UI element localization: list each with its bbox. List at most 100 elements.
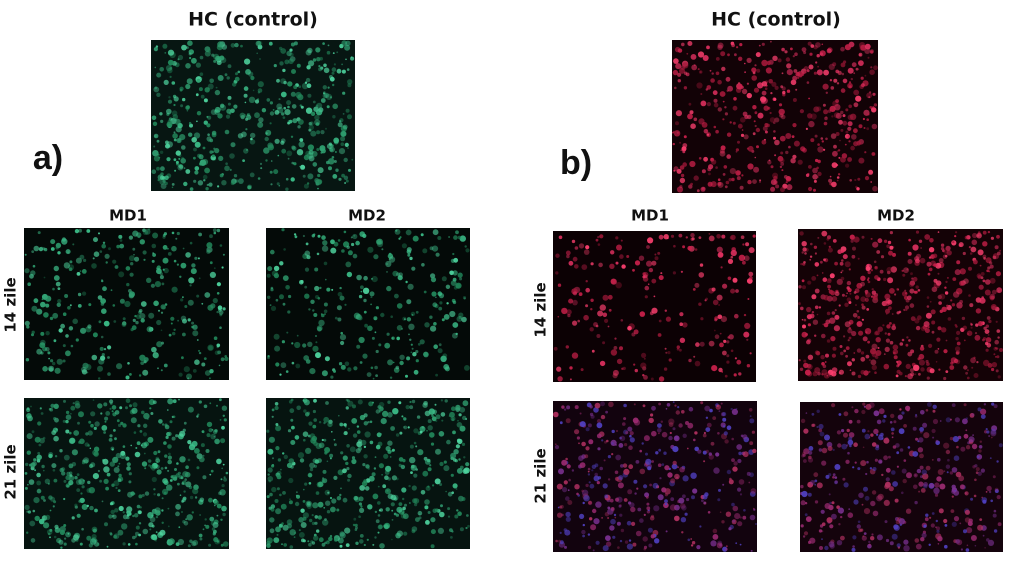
cell bbox=[936, 337, 941, 342]
cell bbox=[209, 473, 212, 476]
cell bbox=[405, 405, 410, 410]
cell bbox=[77, 421, 80, 425]
cell bbox=[623, 429, 629, 435]
cell bbox=[885, 467, 891, 473]
cell bbox=[39, 342, 46, 349]
cell bbox=[980, 468, 986, 473]
cell bbox=[841, 269, 844, 272]
cell bbox=[571, 239, 576, 244]
cell bbox=[793, 69, 798, 73]
cell bbox=[396, 336, 401, 341]
cell bbox=[258, 117, 264, 123]
cell bbox=[933, 263, 937, 267]
cell bbox=[148, 399, 155, 406]
cell bbox=[779, 135, 786, 142]
cell bbox=[397, 275, 403, 281]
cell bbox=[847, 328, 853, 334]
cell bbox=[698, 118, 705, 125]
cell bbox=[323, 309, 328, 314]
cell bbox=[167, 409, 169, 411]
cell bbox=[817, 143, 820, 146]
cell bbox=[631, 521, 636, 527]
cell bbox=[925, 513, 929, 517]
cell bbox=[455, 444, 460, 449]
cell bbox=[825, 353, 829, 358]
cell bbox=[896, 451, 900, 455]
cell bbox=[667, 472, 673, 478]
cell bbox=[840, 62, 846, 68]
cell bbox=[352, 404, 356, 409]
cell bbox=[148, 228, 151, 231]
cell bbox=[696, 545, 701, 550]
cell bbox=[700, 401, 704, 405]
cell bbox=[858, 124, 863, 129]
cell bbox=[403, 417, 405, 419]
cell bbox=[936, 526, 940, 531]
cell bbox=[197, 257, 200, 260]
cell bbox=[78, 411, 84, 418]
cell bbox=[682, 62, 689, 69]
cell bbox=[965, 429, 968, 432]
cell bbox=[853, 499, 859, 505]
cell bbox=[158, 309, 160, 312]
cell bbox=[347, 147, 349, 149]
cell bbox=[36, 488, 42, 494]
cell bbox=[574, 429, 580, 435]
cell bbox=[218, 491, 222, 496]
cell bbox=[268, 479, 272, 483]
cell bbox=[949, 436, 954, 441]
cell bbox=[868, 169, 874, 175]
cell bbox=[374, 536, 377, 539]
cell bbox=[366, 538, 369, 541]
cell bbox=[648, 543, 653, 548]
cell bbox=[865, 403, 872, 410]
cell bbox=[320, 98, 326, 103]
cell bbox=[185, 63, 191, 69]
cell bbox=[109, 407, 112, 410]
cell bbox=[130, 417, 137, 424]
cell bbox=[198, 400, 202, 404]
cell bbox=[153, 450, 158, 456]
cell bbox=[790, 79, 797, 86]
cell bbox=[333, 63, 336, 66]
cell bbox=[264, 136, 269, 142]
cell bbox=[318, 65, 321, 68]
cell bbox=[953, 455, 960, 462]
cell bbox=[813, 245, 818, 249]
cell bbox=[664, 347, 667, 350]
cell bbox=[780, 187, 785, 193]
cell bbox=[620, 239, 623, 242]
cell bbox=[288, 58, 294, 65]
cell bbox=[385, 507, 390, 512]
cell bbox=[757, 112, 764, 119]
cell bbox=[867, 277, 870, 280]
cell bbox=[49, 536, 51, 539]
cell bbox=[120, 421, 124, 425]
cell bbox=[847, 361, 852, 367]
cell bbox=[439, 483, 443, 486]
cell bbox=[76, 488, 81, 492]
cell bbox=[92, 257, 95, 260]
cell bbox=[185, 169, 191, 174]
cell bbox=[87, 430, 93, 436]
cell bbox=[609, 525, 615, 531]
cell bbox=[861, 305, 866, 310]
cell bbox=[726, 425, 732, 431]
cell bbox=[732, 105, 738, 111]
cell bbox=[805, 173, 810, 177]
cell bbox=[849, 113, 857, 121]
cell bbox=[201, 302, 204, 305]
cell bbox=[966, 369, 970, 372]
cell bbox=[403, 426, 405, 428]
cell bbox=[173, 131, 176, 134]
cell bbox=[34, 436, 41, 443]
cell bbox=[806, 306, 812, 313]
cell bbox=[392, 361, 395, 364]
cell bbox=[885, 298, 891, 304]
cell bbox=[199, 497, 205, 503]
cell bbox=[31, 330, 35, 334]
cell bbox=[816, 426, 819, 428]
cell bbox=[315, 109, 323, 116]
cell bbox=[623, 417, 627, 421]
cell bbox=[409, 338, 412, 341]
